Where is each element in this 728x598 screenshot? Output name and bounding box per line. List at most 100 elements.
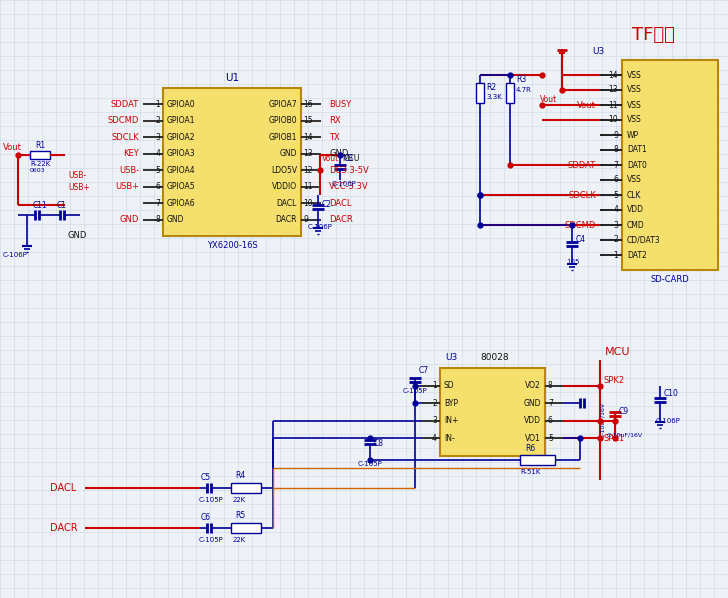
Text: VDDIO: VDDIO [272, 182, 297, 191]
Text: GPIOA4: GPIOA4 [167, 166, 196, 175]
Text: GPIOB1: GPIOB1 [269, 133, 297, 142]
Text: 4: 4 [613, 206, 618, 215]
Text: 22K: 22K [233, 497, 246, 503]
Text: IN+: IN+ [444, 416, 459, 425]
Text: 15: 15 [303, 117, 312, 126]
Text: Vout: Vout [3, 144, 22, 152]
Text: 16: 16 [303, 100, 312, 109]
Text: DAT0: DAT0 [627, 160, 647, 169]
Text: 8: 8 [548, 381, 553, 390]
Text: VO1: VO1 [525, 434, 541, 443]
Text: GPIOA1: GPIOA1 [167, 117, 196, 126]
Text: GPIOB0: GPIOB0 [269, 117, 297, 126]
Text: VSS: VSS [627, 100, 642, 109]
Bar [30, 151, 50, 159]
Text: LDO5V: LDO5V [271, 166, 297, 175]
Text: 10: 10 [303, 199, 312, 208]
Text: SD: SD [444, 381, 454, 390]
Text: SD-CARD: SD-CARD [651, 276, 689, 285]
Text: 3: 3 [613, 221, 618, 230]
Text: 3: 3 [432, 416, 437, 425]
Text: DACR: DACR [275, 215, 297, 224]
Text: SDDAT: SDDAT [111, 100, 139, 109]
Text: SPK1: SPK1 [604, 434, 625, 443]
Text: R-22K: R-22K [30, 161, 50, 167]
Bar [622, 60, 718, 270]
Text: VSS: VSS [627, 71, 642, 80]
Text: VCC-3.3V: VCC-3.3V [329, 182, 368, 191]
Text: MCU: MCU [342, 154, 360, 163]
Text: 13: 13 [609, 86, 618, 94]
Bar [440, 368, 545, 456]
Text: VSS: VSS [627, 175, 642, 185]
Text: DACL: DACL [50, 483, 76, 493]
Text: 4: 4 [432, 434, 437, 443]
Text: 9: 9 [613, 130, 618, 139]
Text: SDDAT: SDDAT [568, 160, 596, 169]
Text: DAT1: DAT1 [627, 145, 646, 154]
Text: TX: TX [329, 133, 340, 142]
Text: GPIOA0: GPIOA0 [167, 100, 196, 109]
Text: RX: RX [329, 117, 341, 126]
Text: 11: 11 [303, 182, 312, 191]
Text: BUSY: BUSY [329, 100, 351, 109]
Text: R5: R5 [235, 511, 245, 520]
Text: VDD: VDD [627, 206, 644, 215]
Text: 13: 13 [303, 150, 312, 158]
Text: U1: U1 [225, 73, 239, 83]
Text: C10: C10 [664, 389, 679, 398]
Text: R3: R3 [516, 75, 526, 84]
Text: USB+: USB+ [115, 182, 139, 191]
Text: 7: 7 [613, 160, 618, 169]
Bar [163, 88, 301, 236]
Text: C-105P: C-105P [403, 388, 428, 393]
Text: VSS: VSS [627, 115, 642, 124]
Text: 5: 5 [613, 191, 618, 200]
Text: 1: 1 [155, 100, 160, 109]
Text: 14: 14 [609, 71, 618, 80]
Text: C5: C5 [201, 474, 211, 483]
Text: 4: 4 [155, 150, 160, 158]
Bar [476, 83, 484, 103]
Text: DACL: DACL [329, 199, 352, 208]
Text: C-105P: C-105P [199, 497, 223, 503]
Text: GND: GND [329, 150, 349, 158]
Text: 2: 2 [613, 236, 618, 245]
Text: C-105P: C-105P [358, 462, 383, 468]
Text: CMD: CMD [627, 221, 645, 230]
Text: R6: R6 [525, 444, 535, 453]
Text: 80028: 80028 [480, 353, 509, 362]
Text: C-106P: C-106P [656, 417, 681, 423]
Text: 14: 14 [303, 133, 312, 142]
Text: DAT2: DAT2 [627, 251, 646, 260]
Text: 12: 12 [303, 166, 312, 175]
Bar [231, 483, 261, 493]
Text: SDCLK: SDCLK [111, 133, 139, 142]
Text: GPIOA6: GPIOA6 [167, 199, 196, 208]
Text: MCU: MCU [605, 347, 630, 357]
Text: R-51K: R-51K [520, 469, 540, 475]
Text: C3: C3 [344, 154, 354, 163]
Text: C-105P: C-105P [199, 537, 223, 543]
Text: 105: 105 [566, 259, 579, 265]
Text: 7: 7 [155, 199, 160, 208]
Text: 11: 11 [609, 100, 618, 109]
Text: 8: 8 [155, 215, 160, 224]
Text: 1: 1 [432, 381, 437, 390]
Text: 3.3K: 3.3K [486, 94, 502, 100]
Text: C1: C1 [57, 202, 67, 210]
Text: CD/DAT3: CD/DAT3 [627, 236, 660, 245]
Text: VSS: VSS [627, 86, 642, 94]
Text: KEY: KEY [123, 150, 139, 158]
Text: C-106P: C-106P [332, 181, 357, 187]
Text: VO2: VO2 [525, 381, 541, 390]
Text: GPIOA7: GPIOA7 [269, 100, 297, 109]
Text: GND: GND [523, 399, 541, 408]
Text: C8: C8 [374, 439, 384, 448]
Text: 1: 1 [613, 251, 618, 260]
Bar [520, 456, 555, 465]
Text: 6: 6 [155, 182, 160, 191]
Text: USB-: USB- [68, 170, 86, 179]
Text: 3: 3 [155, 133, 160, 142]
Text: C2: C2 [322, 200, 332, 209]
